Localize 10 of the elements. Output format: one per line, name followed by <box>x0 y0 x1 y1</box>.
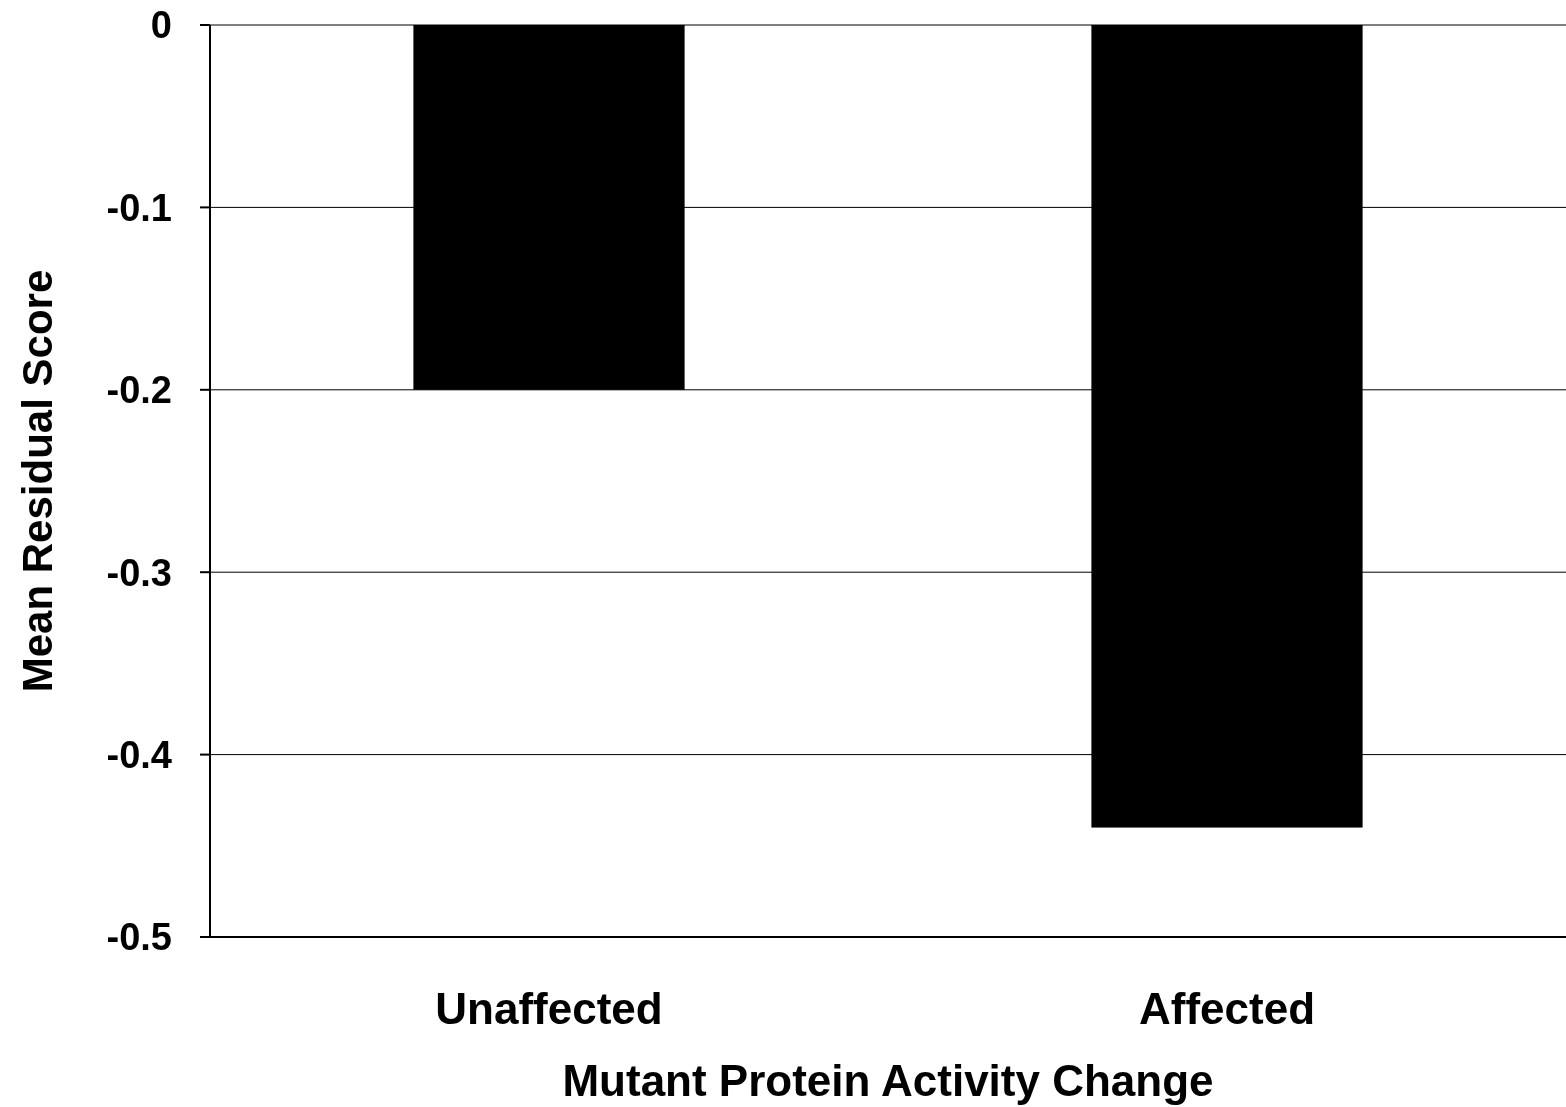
y-tick-label: -0.2 <box>106 369 172 412</box>
y-tick-label: -0.4 <box>106 733 172 776</box>
x-tick-label: Unaffected <box>435 984 663 1033</box>
y-tick-label: -0.5 <box>106 916 172 959</box>
y-axis-title: Mean Residual Score <box>14 269 61 693</box>
y-tick-label: 0 <box>150 4 172 47</box>
x-axis-title: Mutant Protein Activity Change <box>562 1056 1214 1105</box>
y-tick-label: -0.3 <box>106 551 172 594</box>
y-tick-label: -0.1 <box>106 186 172 229</box>
x-tick-label: Affected <box>1138 984 1316 1033</box>
